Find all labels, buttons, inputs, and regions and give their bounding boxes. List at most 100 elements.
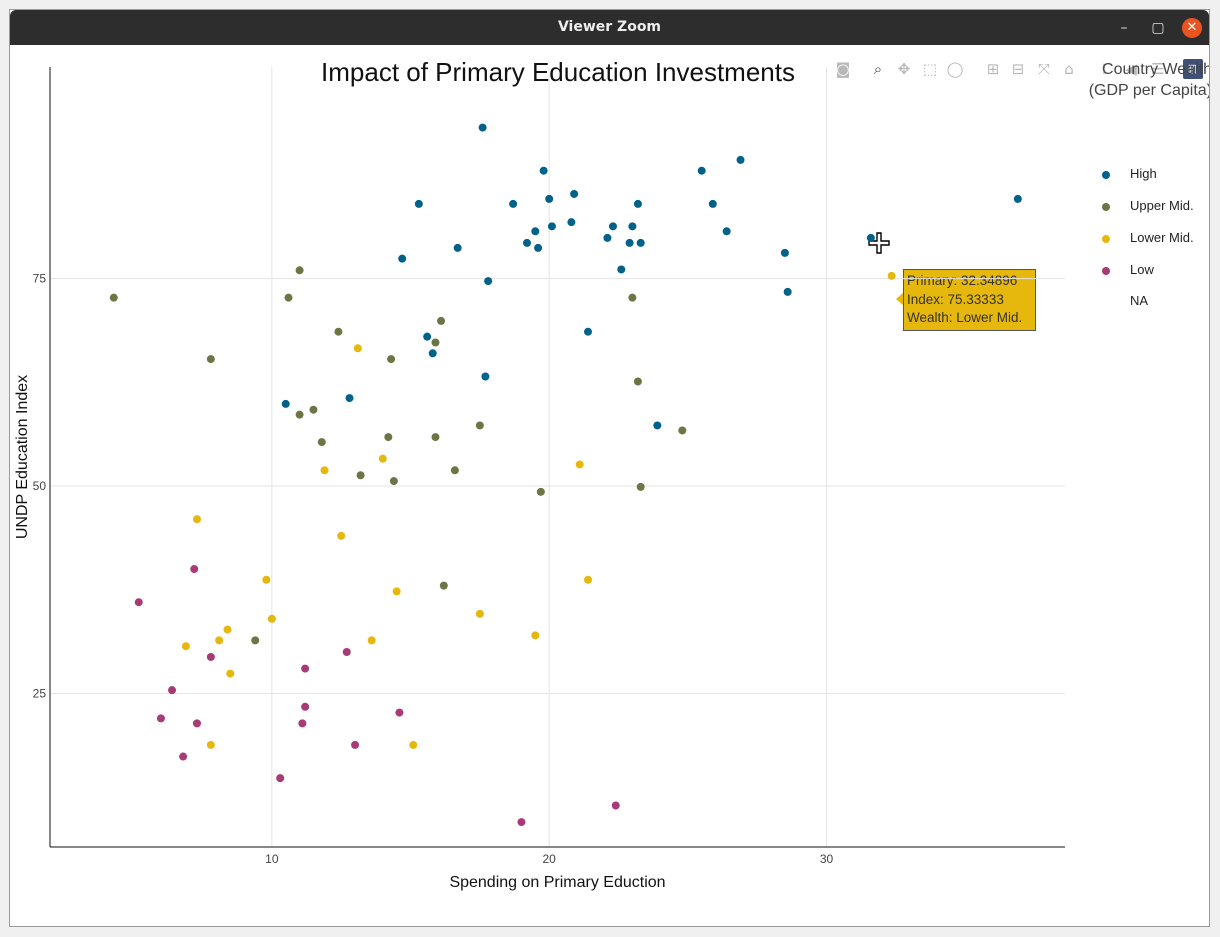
data-point-high[interactable] bbox=[653, 421, 662, 430]
data-point-upper-mid[interactable] bbox=[389, 477, 398, 486]
data-point-upper-mid[interactable] bbox=[536, 487, 545, 496]
lasso-icon[interactable]: ◯ bbox=[946, 60, 964, 78]
data-point-high[interactable] bbox=[281, 399, 290, 408]
data-point-high[interactable] bbox=[780, 248, 789, 257]
data-point-high[interactable] bbox=[428, 349, 437, 358]
data-point-high[interactable] bbox=[636, 238, 645, 247]
data-point-high[interactable] bbox=[509, 199, 518, 208]
data-point-high[interactable] bbox=[722, 227, 731, 236]
data-point-high[interactable] bbox=[545, 194, 554, 203]
data-point-low[interactable] bbox=[517, 818, 526, 827]
data-point-high[interactable] bbox=[423, 332, 432, 341]
data-point-upper-mid[interactable] bbox=[628, 293, 637, 302]
data-point-high[interactable] bbox=[697, 166, 706, 175]
data-point-upper-mid[interactable] bbox=[356, 471, 365, 480]
data-point-upper-mid[interactable] bbox=[450, 466, 459, 475]
hover-closest-icon[interactable]: ◀ bbox=[1125, 60, 1137, 78]
data-point-low[interactable] bbox=[301, 664, 310, 673]
data-point-upper-mid[interactable] bbox=[317, 438, 326, 447]
data-point-high[interactable] bbox=[567, 218, 576, 227]
data-point-upper-mid[interactable] bbox=[437, 316, 446, 325]
spike-lines-icon[interactable]: ⁞ bbox=[1101, 60, 1107, 78]
data-point-low[interactable] bbox=[168, 686, 177, 695]
data-point-upper-mid[interactable] bbox=[439, 581, 448, 590]
data-point-lower-mid[interactable] bbox=[584, 575, 593, 584]
data-point-lower-mid[interactable] bbox=[378, 454, 387, 463]
data-point-lower-mid[interactable] bbox=[206, 740, 215, 749]
autoscale-icon[interactable]: ⤧ bbox=[1037, 60, 1050, 78]
data-point-upper-mid[interactable] bbox=[633, 377, 642, 386]
data-point-lower-mid[interactable] bbox=[320, 466, 329, 475]
data-point-high[interactable] bbox=[625, 238, 634, 247]
data-point-upper-mid[interactable] bbox=[431, 338, 440, 347]
data-point-lower-mid[interactable] bbox=[181, 642, 190, 651]
data-point-low[interactable] bbox=[276, 774, 285, 783]
data-point-upper-mid[interactable] bbox=[309, 405, 318, 414]
data-point-lower-mid[interactable] bbox=[226, 669, 235, 678]
data-point-upper-mid[interactable] bbox=[334, 327, 343, 336]
data-point-low[interactable] bbox=[179, 752, 188, 761]
data-point-lower-mid[interactable] bbox=[337, 531, 346, 540]
data-point-high[interactable] bbox=[414, 199, 423, 208]
data-point-upper-mid[interactable] bbox=[284, 293, 293, 302]
data-point-lower-mid[interactable] bbox=[575, 460, 584, 469]
data-point-low[interactable] bbox=[156, 714, 165, 723]
data-point-upper-mid[interactable] bbox=[387, 355, 396, 364]
data-point-upper-mid[interactable] bbox=[384, 433, 393, 442]
data-point-high[interactable] bbox=[522, 238, 531, 247]
data-point-upper-mid[interactable] bbox=[431, 433, 440, 442]
data-point-high[interactable] bbox=[345, 394, 354, 403]
data-point-high[interactable] bbox=[478, 123, 487, 132]
data-point-high[interactable] bbox=[736, 155, 745, 164]
data-point-lower-mid[interactable] bbox=[262, 575, 271, 584]
data-point-low[interactable] bbox=[134, 598, 143, 607]
zoom-in-icon[interactable]: ⊞ bbox=[986, 60, 1000, 78]
data-point-high[interactable] bbox=[783, 287, 792, 296]
data-point-lower-mid[interactable] bbox=[215, 636, 224, 645]
data-point-high[interactable] bbox=[603, 233, 612, 242]
data-point-low[interactable] bbox=[395, 708, 404, 717]
close-button[interactable]: ✕ bbox=[1182, 18, 1202, 38]
data-point-low[interactable] bbox=[192, 719, 201, 728]
maximize-button[interactable]: ▢ bbox=[1151, 20, 1165, 36]
hover-compare-icon[interactable]: ☰ bbox=[1151, 60, 1165, 78]
box-select-icon[interactable]: ⬚ bbox=[922, 60, 938, 78]
data-point-high[interactable] bbox=[608, 222, 617, 231]
data-point-low[interactable] bbox=[301, 702, 310, 711]
data-point-high[interactable] bbox=[453, 243, 462, 252]
minimize-button[interactable]: – bbox=[1120, 20, 1128, 36]
zoom-icon[interactable]: ⌕ bbox=[873, 60, 883, 78]
data-point-lower-mid[interactable] bbox=[267, 614, 276, 623]
data-point-high[interactable] bbox=[398, 254, 407, 263]
data-point-high[interactable] bbox=[617, 265, 626, 274]
data-point-lower-mid[interactable] bbox=[887, 271, 896, 280]
data-point-high[interactable] bbox=[866, 233, 875, 242]
data-point-high[interactable] bbox=[633, 199, 642, 208]
data-point-high[interactable] bbox=[539, 166, 548, 175]
data-point-low[interactable] bbox=[190, 565, 199, 574]
data-point-upper-mid[interactable] bbox=[109, 293, 118, 302]
data-point-low[interactable] bbox=[206, 652, 215, 661]
title-bar[interactable]: Viewer Zoom – ▢ ✕ bbox=[10, 10, 1209, 45]
data-point-high[interactable] bbox=[547, 222, 556, 231]
data-point-low[interactable] bbox=[342, 648, 351, 656]
data-point-lower-mid[interactable] bbox=[192, 515, 201, 524]
data-point-high[interactable] bbox=[628, 222, 637, 231]
data-point-high[interactable] bbox=[584, 327, 593, 336]
data-point-low[interactable] bbox=[611, 801, 620, 810]
data-point-high[interactable] bbox=[484, 277, 493, 286]
zoom-out-icon[interactable]: ⊟ bbox=[1011, 60, 1025, 78]
data-point-high[interactable] bbox=[531, 227, 540, 236]
data-point-low[interactable] bbox=[351, 740, 360, 749]
data-point-high[interactable] bbox=[1013, 194, 1022, 203]
data-point-lower-mid[interactable] bbox=[223, 625, 232, 634]
reset-axes-icon[interactable]: ⌂ bbox=[1064, 60, 1074, 78]
data-point-lower-mid[interactable] bbox=[475, 609, 484, 618]
data-point-lower-mid[interactable] bbox=[409, 740, 418, 749]
plotly-logo-icon[interactable]: ▥ bbox=[1183, 59, 1203, 79]
data-point-upper-mid[interactable] bbox=[295, 266, 304, 275]
data-point-lower-mid[interactable] bbox=[353, 344, 362, 353]
data-point-upper-mid[interactable] bbox=[206, 355, 215, 364]
data-point-low[interactable] bbox=[298, 719, 307, 728]
data-point-upper-mid[interactable] bbox=[295, 410, 304, 419]
